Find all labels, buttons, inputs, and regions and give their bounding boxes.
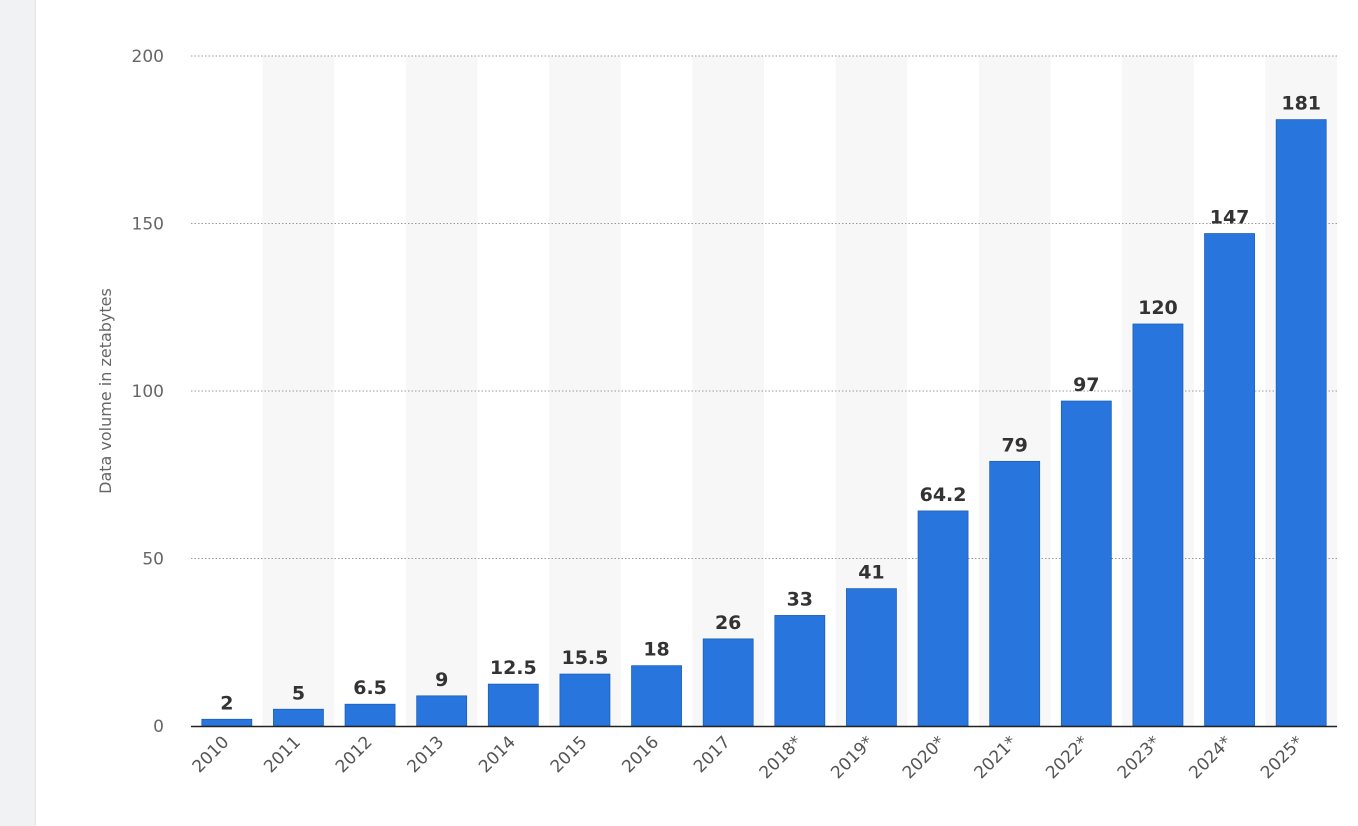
x-tick-label: 2013 (403, 732, 448, 777)
bar[interactable] (1204, 233, 1255, 727)
bar-value-label: 41 (858, 562, 884, 584)
bar-value-label: 97 (1073, 374, 1099, 396)
bar-value-label: 33 (787, 588, 813, 610)
bar[interactable] (1060, 400, 1112, 727)
bar[interactable] (344, 703, 396, 727)
bar[interactable] (702, 638, 754, 727)
x-tick-label: 2016 (618, 732, 663, 777)
x-tick-label: 2015 (547, 732, 592, 777)
bar-value-label: 181 (1281, 93, 1321, 115)
bar-value-label: 2 (220, 692, 233, 714)
category-band (262, 56, 335, 726)
bar-value-label: 147 (1210, 207, 1250, 229)
x-tick-label: 2024* (1185, 732, 1236, 783)
x-tick-label: 2018* (756, 732, 807, 783)
bar[interactable] (989, 460, 1041, 727)
value-labels: 2 5 6.5 9 12.5 15.5 18 26 33 41 64.2 79 97 120 147 181 (220, 93, 1321, 715)
bar[interactable] (846, 588, 897, 727)
bar[interactable] (273, 708, 324, 727)
x-tick-label: 2019* (827, 732, 878, 783)
bar-value-label: 18 (643, 639, 669, 661)
x-tick-label: 2012 (332, 732, 377, 777)
left-gutter (0, 0, 36, 826)
bar[interactable] (201, 718, 253, 727)
bar[interactable] (416, 695, 468, 727)
x-axis-labels: 2010 2011 2012 2013 2014 2015 2016 2017 2018* 201… (189, 732, 1308, 783)
category-band (405, 56, 478, 726)
x-tick-label: 2017 (690, 732, 735, 777)
bars (201, 119, 1327, 727)
bar[interactable] (1275, 119, 1327, 727)
bar-value-label: 5 (292, 682, 305, 704)
bar-value-label: 9 (435, 669, 448, 691)
y-tick-label: 150 (132, 215, 164, 235)
x-tick-label: 2022* (1042, 732, 1093, 783)
bar-value-label: 79 (1001, 434, 1027, 456)
bar[interactable] (774, 615, 826, 727)
y-tick-label: 0 (153, 717, 164, 737)
bar-value-label: 64.2 (920, 484, 967, 506)
x-tick-label: 2010 (189, 732, 234, 777)
y-tick-label: 50 (142, 550, 164, 570)
y-axis-title: Data volume in zetabytes (96, 288, 115, 494)
bar[interactable] (559, 673, 611, 727)
x-tick-label: 2023* (1114, 732, 1165, 783)
x-tick-label: 2020* (899, 732, 950, 783)
x-tick-label: 2014 (475, 732, 520, 777)
bar[interactable] (631, 665, 682, 727)
y-tick-label: 100 (132, 382, 164, 402)
bar-value-label: 6.5 (353, 677, 387, 699)
x-tick-label: 2011 (260, 732, 305, 777)
bar[interactable] (917, 510, 969, 727)
x-tick-label: 2025* (1257, 732, 1308, 783)
bar[interactable] (1132, 323, 1184, 727)
bar-value-label: 120 (1138, 297, 1178, 319)
bar[interactable] (487, 683, 539, 727)
y-tick-label: 200 (132, 47, 164, 67)
y-axis-ticks: 0 50 100 150 200 (132, 47, 164, 737)
bar-value-label: 26 (715, 612, 741, 634)
bar-value-label: 15.5 (561, 647, 608, 669)
bar-value-label: 12.5 (490, 657, 537, 679)
x-tick-label: 2021* (970, 732, 1021, 783)
